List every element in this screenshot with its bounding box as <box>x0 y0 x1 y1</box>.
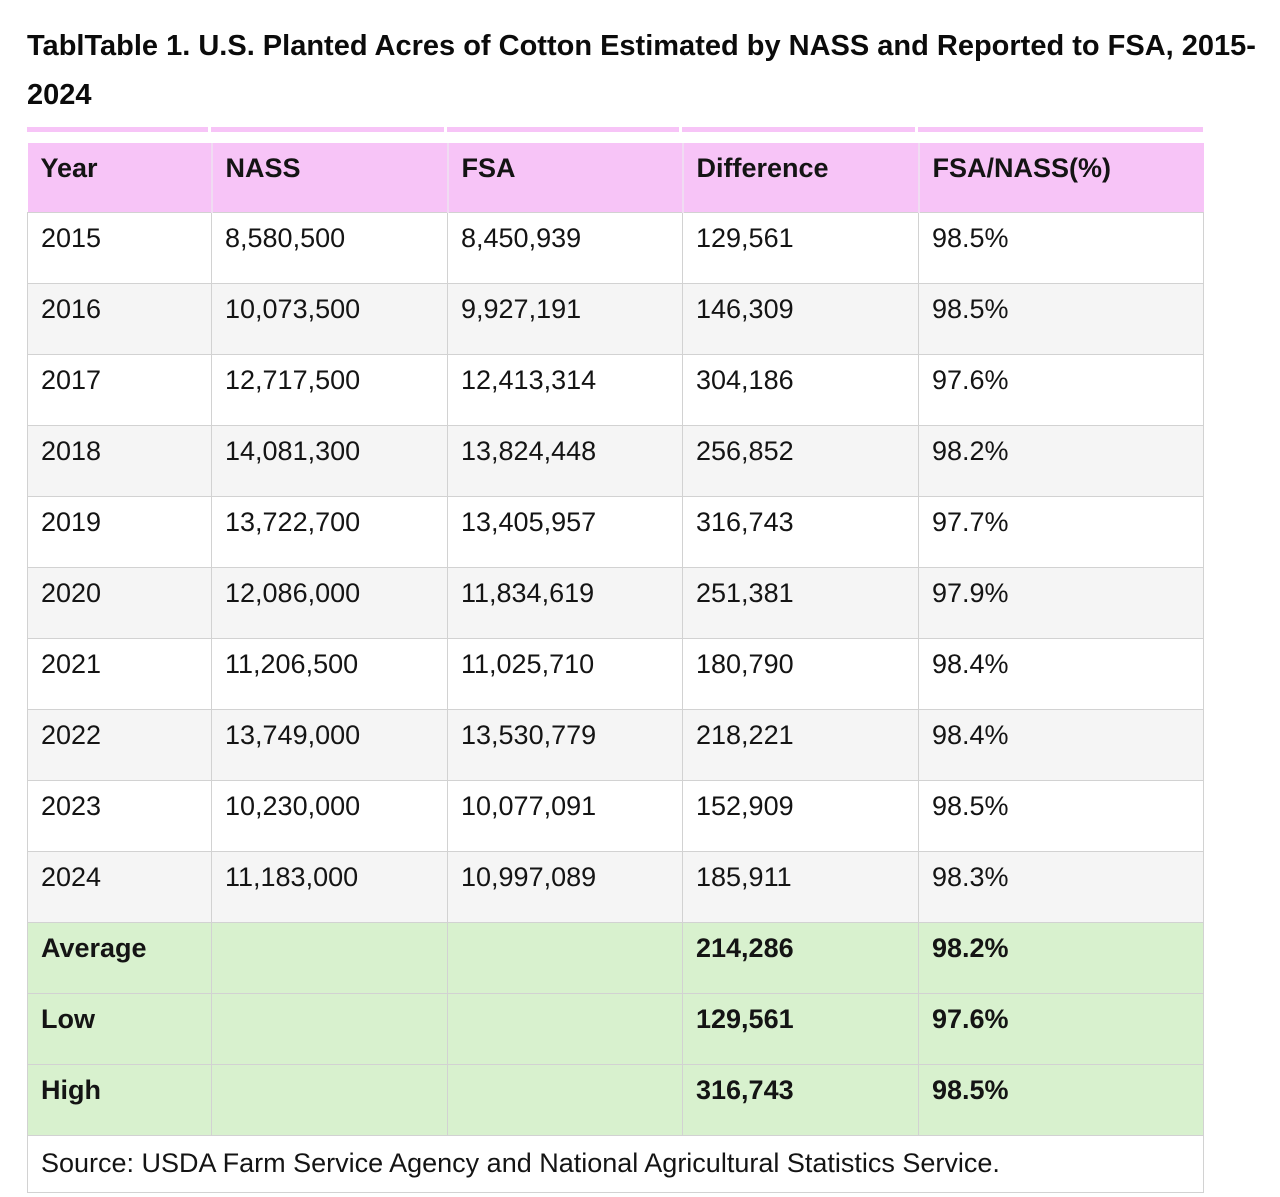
cell-nass: 12,717,500 <box>211 353 448 426</box>
cell-difference: 304,186 <box>682 353 919 426</box>
cell-difference: 218,221 <box>682 708 919 781</box>
cell-nass: 13,749,000 <box>211 708 448 781</box>
cell-difference: 316,743 <box>682 495 919 568</box>
cell-difference: 129,561 <box>682 992 919 1065</box>
cotton-acres-table: Year NASS FSA Difference FSA/NASS(%) 201… <box>27 143 1204 1193</box>
cell-fsa <box>447 921 683 994</box>
summary-label: Low <box>27 992 212 1065</box>
column-header-year: Year <box>27 143 213 213</box>
cell-difference: 256,852 <box>682 424 919 497</box>
table-top-edge-segment <box>211 127 447 132</box>
cell-year: 2023 <box>27 779 212 852</box>
cell-nass: 10,230,000 <box>211 779 448 852</box>
cell-fsa-nass-pct: 98.4% <box>918 708 1204 781</box>
table-top-edge-segment <box>447 127 682 132</box>
cell-fsa: 13,405,957 <box>447 495 683 568</box>
cell-fsa: 12,413,314 <box>447 353 683 426</box>
source-note: Source: USDA Farm Service Agency and Nat… <box>27 1134 1204 1193</box>
cell-nass: 12,086,000 <box>211 566 448 639</box>
cell-difference: 129,561 <box>682 211 919 284</box>
page-title: TablTable 1. U.S. Planted Acres of Cotto… <box>27 30 1256 111</box>
cell-nass: 10,073,500 <box>211 282 448 355</box>
table-row: 2017 12,717,500 12,413,314 304,186 97.6% <box>27 353 1204 426</box>
table-row: 2021 11,206,500 11,025,710 180,790 98.4% <box>27 637 1204 710</box>
cell-fsa-nass-pct: 97.9% <box>918 566 1204 639</box>
cell-difference: 180,790 <box>682 637 919 710</box>
cell-difference: 316,743 <box>682 1063 919 1136</box>
cell-nass: 11,183,000 <box>211 850 448 923</box>
table-row: 2018 14,081,300 13,824,448 256,852 98.2% <box>27 424 1204 497</box>
cell-fsa: 8,450,939 <box>447 211 683 284</box>
cell-fsa-nass-pct: 98.2% <box>918 921 1204 994</box>
cell-nass <box>211 992 448 1065</box>
summary-row-low: Low 129,561 97.6% <box>27 992 1204 1065</box>
cell-nass: 11,206,500 <box>211 637 448 710</box>
summary-row-average: Average 214,286 98.2% <box>27 921 1204 994</box>
cell-nass: 13,722,700 <box>211 495 448 568</box>
cell-fsa-nass-pct: 98.5% <box>918 779 1204 852</box>
cell-year: 2019 <box>27 495 212 568</box>
cell-fsa: 10,997,089 <box>447 850 683 923</box>
table-row: 2016 10,073,500 9,927,191 146,309 98.5% <box>27 282 1204 355</box>
column-header-difference: Difference <box>682 143 920 213</box>
table-row: 2023 10,230,000 10,077,091 152,909 98.5% <box>27 779 1204 852</box>
table-top-edge <box>27 127 1203 132</box>
cell-fsa-nass-pct: 98.2% <box>918 424 1204 497</box>
table-top-edge-segment <box>918 127 1203 132</box>
cell-fsa <box>447 1063 683 1136</box>
cell-year: 2017 <box>27 353 212 426</box>
cell-nass <box>211 1063 448 1136</box>
summary-row-high: High 316,743 98.5% <box>27 1063 1204 1136</box>
table-row: 2024 11,183,000 10,997,089 185,911 98.3% <box>27 850 1204 923</box>
table-top-edge-segment <box>682 127 918 132</box>
cell-fsa-nass-pct: 97.7% <box>918 495 1204 568</box>
cell-fsa-nass-pct: 98.3% <box>918 850 1204 923</box>
cell-difference: 152,909 <box>682 779 919 852</box>
cell-fsa-nass-pct: 98.4% <box>918 637 1204 710</box>
cell-fsa: 11,834,619 <box>447 566 683 639</box>
cell-difference: 185,911 <box>682 850 919 923</box>
table-row: 2022 13,749,000 13,530,779 218,221 98.4% <box>27 708 1204 781</box>
cell-fsa: 13,824,448 <box>447 424 683 497</box>
cell-year: 2022 <box>27 708 212 781</box>
cell-year: 2015 <box>27 211 212 284</box>
cell-fsa: 13,530,779 <box>447 708 683 781</box>
summary-label: Average <box>27 921 212 994</box>
cell-nass: 14,081,300 <box>211 424 448 497</box>
table-row: 2019 13,722,700 13,405,957 316,743 97.7% <box>27 495 1204 568</box>
cell-difference: 214,286 <box>682 921 919 994</box>
table-top-edge-segment <box>27 127 211 132</box>
cell-year: 2020 <box>27 566 212 639</box>
source-row: Source: USDA Farm Service Agency and Nat… <box>27 1134 1204 1193</box>
cell-fsa: 11,025,710 <box>447 637 683 710</box>
column-header-fsa: FSA <box>447 143 684 213</box>
column-header-fsa-nass-pct: FSA/NASS(%) <box>918 143 1204 213</box>
cell-difference: 146,309 <box>682 282 919 355</box>
cell-fsa-nass-pct: 98.5% <box>918 1063 1204 1136</box>
summary-label: High <box>27 1063 212 1136</box>
cell-fsa: 9,927,191 <box>447 282 683 355</box>
cell-fsa <box>447 992 683 1065</box>
cell-fsa-nass-pct: 98.5% <box>918 211 1204 284</box>
table-row: 2020 12,086,000 11,834,619 251,381 97.9% <box>27 566 1204 639</box>
cell-nass: 8,580,500 <box>211 211 448 284</box>
column-header-nass: NASS <box>211 143 449 213</box>
cell-year: 2018 <box>27 424 212 497</box>
cell-year: 2024 <box>27 850 212 923</box>
cell-fsa: 10,077,091 <box>447 779 683 852</box>
cell-fsa-nass-pct: 98.5% <box>918 282 1204 355</box>
table-header-row: Year NASS FSA Difference FSA/NASS(%) <box>27 143 1204 213</box>
cell-fsa-nass-pct: 97.6% <box>918 353 1204 426</box>
cell-year: 2021 <box>27 637 212 710</box>
cell-nass <box>211 921 448 994</box>
cell-fsa-nass-pct: 97.6% <box>918 992 1204 1065</box>
table-row: 2015 8,580,500 8,450,939 129,561 98.5% <box>27 211 1204 284</box>
cell-year: 2016 <box>27 282 212 355</box>
cell-difference: 251,381 <box>682 566 919 639</box>
